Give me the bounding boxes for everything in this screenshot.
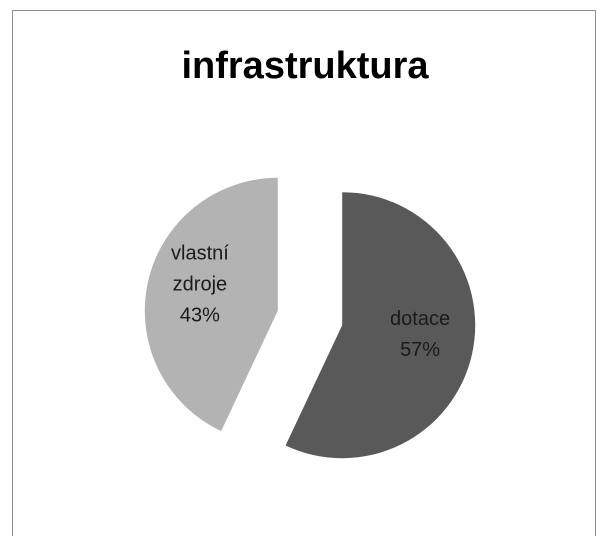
category-label: vlastní zdroje — [171, 242, 229, 296]
category-label: dotace — [390, 307, 451, 330]
value-label: 57% — [400, 338, 441, 361]
slice-label: dotace 57% — [375, 304, 465, 366]
value-label: 43% — [179, 304, 220, 327]
chart-title: infrastruktura — [181, 45, 429, 87]
pie-slice — [144, 177, 278, 432]
pie-slice — [285, 192, 476, 459]
frame — [12, 10, 596, 536]
slice-label: vlastní zdroje 43% — [155, 239, 245, 332]
